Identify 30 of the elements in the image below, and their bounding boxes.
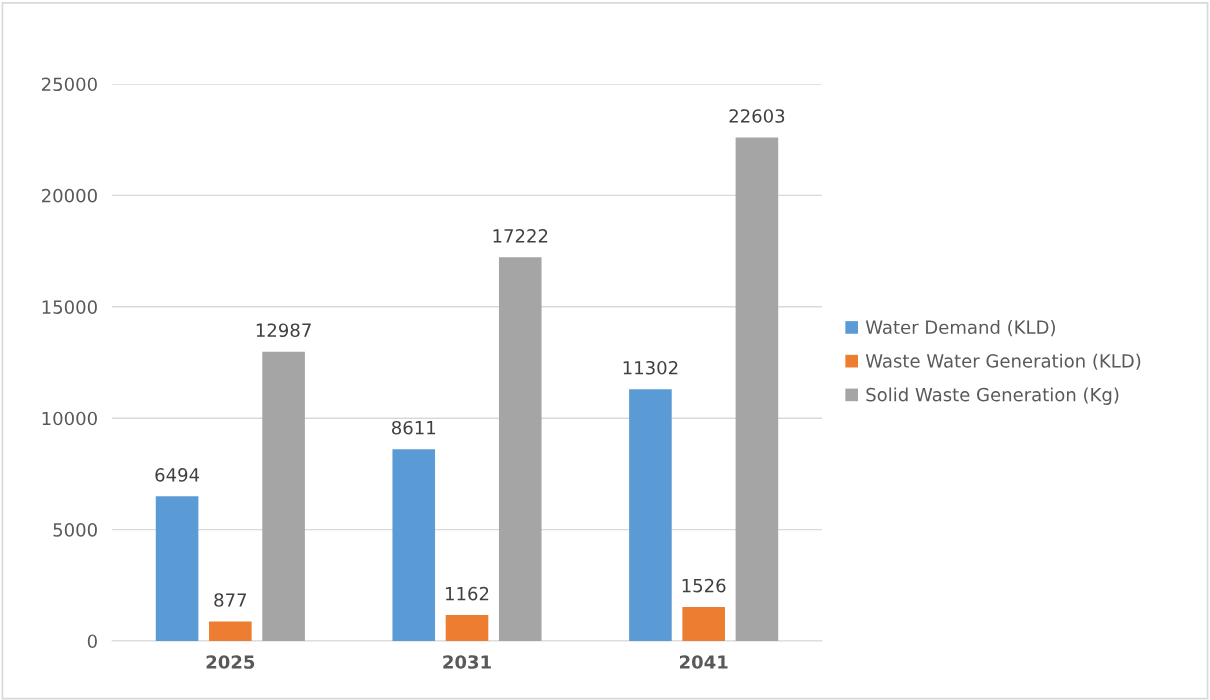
- y-tick-label: 15000: [42, 300, 97, 314]
- bar: [682, 607, 725, 641]
- bar: [445, 615, 489, 641]
- bar: [155, 496, 199, 641]
- legend-label: Waste Water Generation (KLD): [865, 353, 1141, 370]
- legend-label: Solid Waste Generation (Kg): [866, 387, 1119, 405]
- data-label: 12987: [256, 323, 311, 338]
- bar: [392, 449, 436, 641]
- y-tick-label: 5000: [53, 523, 97, 537]
- bar: [498, 257, 542, 641]
- bar: [629, 389, 672, 641]
- bar: [209, 621, 252, 641]
- data-label: 1526: [682, 578, 726, 593]
- legend-label: Water Demand (KLD): [865, 320, 1055, 337]
- y-tick-label: 25000: [42, 77, 97, 92]
- data-label: 17222: [493, 229, 548, 243]
- x-tick-label: 2031: [443, 655, 491, 669]
- x-tick-label: 2025: [206, 655, 255, 669]
- data-label: 877: [214, 593, 247, 607]
- y-tick-label: 0: [87, 634, 97, 649]
- bar: [735, 137, 779, 641]
- data-label: 6494: [155, 468, 200, 482]
- data-label: 8611: [392, 420, 436, 435]
- y-tick-label: 10000: [42, 411, 97, 426]
- x-tick-label: 2041: [679, 655, 728, 669]
- data-label: 1162: [446, 586, 489, 601]
- y-tick-label: 20000: [42, 188, 97, 203]
- data-label: 22603: [729, 109, 785, 123]
- data-label: 11302: [623, 360, 678, 375]
- bar: [262, 351, 305, 641]
